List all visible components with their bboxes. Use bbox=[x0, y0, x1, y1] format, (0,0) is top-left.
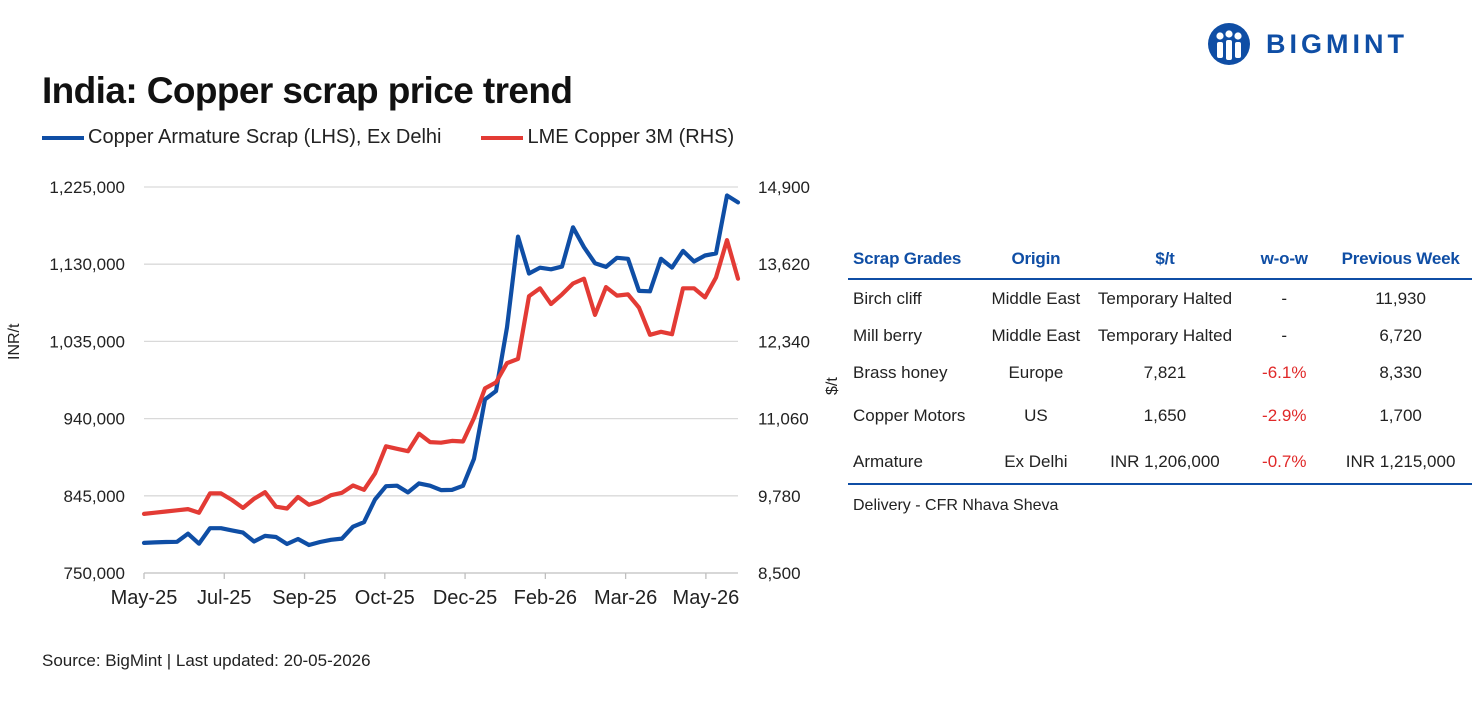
y-left-tick-label: 845,000 bbox=[64, 487, 125, 506]
chart-legend: Copper Armature Scrap (LHS), Ex Delhi LM… bbox=[42, 126, 774, 149]
y-right-tick-label: 14,900 bbox=[758, 178, 810, 197]
cell-grade: Birch cliff bbox=[853, 288, 922, 308]
chart-series bbox=[141, 193, 741, 548]
cell-origin: Middle East bbox=[991, 288, 1081, 308]
source-note: Source: BigMint | Last updated: 20-05-20… bbox=[42, 651, 371, 670]
legend-label-lme: LME Copper 3M (RHS) bbox=[527, 126, 735, 148]
price-trend-chart: 750,000 845,000 940,000 1,035,000 1,130,000 1… bbox=[49, 178, 810, 609]
cell-grade: Brass honey bbox=[853, 362, 948, 382]
cell-prev: 11,930 bbox=[1375, 288, 1426, 308]
y-left-tick-label: 750,000 bbox=[64, 564, 125, 583]
legend-swatch-red bbox=[481, 135, 524, 140]
series-line-armature bbox=[141, 193, 741, 548]
cell-grade: Copper Motors bbox=[853, 405, 966, 425]
y-right-tick-label: 8,500 bbox=[758, 564, 801, 583]
cell-prev: 6,720 bbox=[1379, 325, 1422, 345]
cell-prev: INR 1,215,000 bbox=[1329, 440, 1472, 485]
table-row: Mill berry Middle East Temporary Halted … bbox=[848, 317, 1472, 354]
delivery-note: Delivery - CFR Nhava Sheva bbox=[853, 497, 1059, 514]
scrap-grades-panel: Scrap Grades Origin $/t w-o-w Previous W… bbox=[848, 240, 1472, 515]
y-axis-right-ticks: 8,500 9,780 11,060 12,340 13,620 14,900 bbox=[758, 178, 810, 583]
cell-wow: - bbox=[1281, 288, 1288, 308]
cell-origin: Ex Delhi bbox=[981, 440, 1091, 485]
cell-price: 1,650 bbox=[1143, 405, 1187, 425]
legend-item-armature: Copper Armature Scrap (LHS), Ex Delhi bbox=[42, 126, 441, 149]
legend-item-lme: LME Copper 3M (RHS) bbox=[481, 126, 734, 149]
y-right-tick-label: 13,620 bbox=[758, 255, 810, 274]
y-left-tick-label: 1,035,000 bbox=[49, 332, 125, 351]
y-right-tick-label: 9,780 bbox=[758, 487, 801, 506]
y-left-tick-label: 1,225,000 bbox=[49, 178, 125, 197]
cell-wow: -0.7% bbox=[1239, 440, 1330, 485]
cell-grade: Armature bbox=[848, 440, 982, 485]
header-previous-week: Previous Week bbox=[1329, 240, 1472, 280]
cell-price: Temporary Halted bbox=[1097, 325, 1233, 345]
cell-price: INR 1,206,000 bbox=[1090, 440, 1240, 485]
brand-logo: BIGMINT bbox=[1206, 22, 1408, 66]
x-tick-label: Jul-25 bbox=[197, 587, 251, 609]
bigmint-logo-icon bbox=[1208, 23, 1250, 65]
y-right-tick-label: 11,060 bbox=[758, 410, 809, 429]
cell-origin: Middle East bbox=[991, 325, 1081, 345]
scrap-grades-table: Scrap Grades Origin $/t w-o-w Previous W… bbox=[848, 240, 1472, 485]
series-line-lme bbox=[141, 238, 741, 517]
y-axis-left-ticks: 750,000 845,000 940,000 1,035,000 1,130,000 1… bbox=[49, 178, 125, 583]
cell-wow: -6.1% bbox=[1262, 362, 1307, 382]
header-wow: w-o-w bbox=[1239, 240, 1330, 280]
table-row: Brass honey Europe 7,821 -6.1% 8,330 bbox=[848, 354, 1472, 391]
x-tick-label: May-26 bbox=[673, 587, 740, 609]
x-tick-label: Oct-25 bbox=[355, 587, 415, 609]
legend-label-armature: Copper Armature Scrap (LHS), Ex Delhi bbox=[88, 126, 442, 148]
cell-wow: -2.9% bbox=[1262, 405, 1307, 425]
table-row: Copper Motors US 1,650 -2.9% 1,700 bbox=[848, 391, 1472, 440]
cell-prev: 1,700 bbox=[1379, 405, 1422, 425]
cell-prev: 8,330 bbox=[1379, 362, 1422, 382]
y-right-tick-label: 12,340 bbox=[758, 332, 810, 351]
table-header-row: Scrap Grades Origin $/t w-o-w Previous W… bbox=[848, 240, 1472, 280]
x-tick-label: Feb-26 bbox=[514, 587, 577, 609]
cell-price: Temporary Halted bbox=[1097, 288, 1233, 308]
header-scrap-grades: Scrap Grades bbox=[848, 240, 982, 280]
chart-gridlines bbox=[144, 186, 738, 497]
cell-grade: Mill berry bbox=[853, 325, 922, 345]
table-row: Armature Ex Delhi INR 1,206,000 -0.7% IN… bbox=[848, 440, 1472, 485]
cell-wow: - bbox=[1281, 325, 1288, 345]
legend-swatch-blue bbox=[42, 135, 84, 140]
x-tick-label: Sep-25 bbox=[272, 587, 337, 609]
y-left-tick-label: 1,130,000 bbox=[49, 255, 125, 274]
x-tick-label: Dec-25 bbox=[433, 587, 497, 609]
cell-price: 7,821 bbox=[1143, 362, 1187, 382]
cell-origin: Europe bbox=[1008, 362, 1064, 382]
header-origin: Origin bbox=[981, 240, 1091, 280]
y-left-tick-label: 940,000 bbox=[64, 410, 125, 429]
cell-origin: US bbox=[1024, 405, 1048, 425]
table-row: Birch cliff Middle East Temporary Halted… bbox=[848, 279, 1472, 317]
brand-name: BIGMINT bbox=[1266, 28, 1408, 59]
x-tick-label: Mar-26 bbox=[594, 587, 657, 609]
x-tick-label: May-25 bbox=[111, 587, 178, 609]
x-axis: May-25 Jul-25 Sep-25 Oct-25 Dec-25 Feb-26 Mar-… bbox=[111, 572, 740, 609]
header-price: $/t bbox=[1090, 240, 1240, 280]
page-title: India: Copper scrap price trend bbox=[42, 70, 573, 111]
